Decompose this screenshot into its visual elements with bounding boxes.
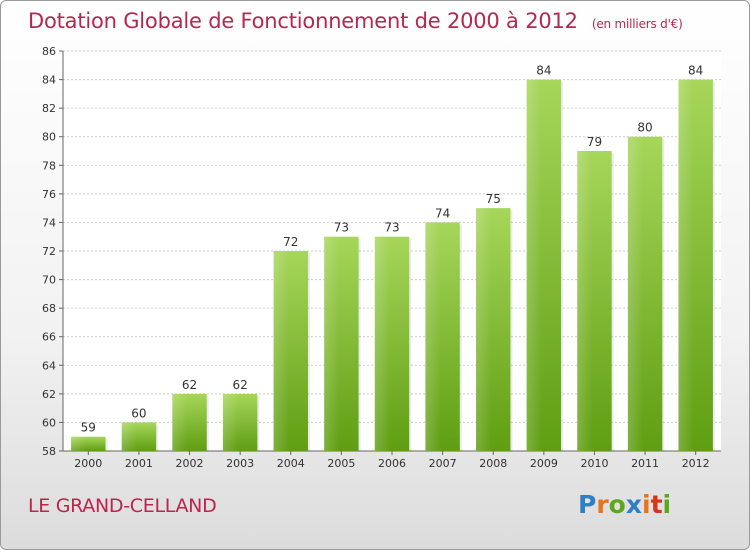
data-label: 84: [536, 64, 551, 78]
bar-highlight: [121, 422, 138, 451]
bar-highlight: [627, 136, 644, 451]
data-label: 80: [637, 121, 652, 135]
x-tick-label: 2005: [327, 457, 355, 470]
logo-letter: t: [650, 490, 663, 519]
proxiti-logo[interactable]: Proxiti: [578, 490, 671, 519]
bar-highlight: [273, 251, 290, 451]
y-tick-label: 86: [42, 45, 56, 58]
x-tick-label: 2004: [277, 457, 305, 470]
x-tick-label: 2012: [682, 457, 710, 470]
bar-highlight: [324, 236, 340, 451]
bar-highlight: [678, 79, 694, 452]
y-tick-label: 74: [42, 216, 56, 229]
x-tick-label: 2006: [378, 457, 406, 470]
x-tick-label: 2007: [429, 457, 457, 470]
data-label: 72: [283, 235, 298, 249]
y-tick-label: 82: [42, 102, 56, 115]
x-tick-label: 2011: [631, 457, 659, 470]
y-tick-label: 60: [42, 416, 56, 429]
bar-highlight: [374, 236, 391, 451]
x-tick-label: 2003: [226, 457, 254, 470]
logo-letter: x: [625, 490, 642, 519]
y-tick-label: 68: [42, 302, 56, 315]
x-tick-label: 2000: [74, 457, 102, 470]
bar-highlight: [526, 79, 543, 452]
chart-title: Dotation Globale de Fonctionnement de 20…: [28, 9, 683, 33]
y-tick-label: 70: [42, 274, 56, 287]
bar-highlight: [476, 208, 492, 451]
data-label: 84: [688, 64, 703, 78]
bar-highlight: [71, 436, 87, 451]
logo-letter: P: [578, 490, 597, 519]
y-tick-label: 78: [42, 159, 56, 172]
x-tick-label: 2009: [530, 457, 558, 470]
y-tick-label: 72: [42, 245, 56, 258]
data-label: 62: [233, 378, 248, 392]
chart-subtitle: (en milliers d'€): [591, 17, 683, 31]
logo-letter: i: [642, 490, 651, 519]
y-tick-label: 62: [42, 388, 56, 401]
data-label: 79: [587, 135, 602, 149]
y-tick-label: 64: [42, 359, 56, 372]
chart-title-text: Dotation Globale de Fonctionnement de 20…: [28, 9, 578, 33]
bar-highlight: [425, 222, 441, 451]
data-label: 60: [131, 406, 146, 420]
commune-name: LE GRAND-CELLAND: [28, 495, 217, 517]
data-label: 62: [182, 378, 197, 392]
x-tick-label: 2010: [580, 457, 608, 470]
data-label: 75: [486, 192, 501, 206]
logo-letter: r: [596, 490, 609, 519]
logo-letter: o: [608, 490, 626, 519]
y-tick-label: 66: [42, 331, 56, 344]
data-label: 73: [334, 221, 349, 235]
y-tick-label: 76: [42, 188, 56, 201]
y-tick-label: 80: [42, 131, 56, 144]
bar-highlight: [172, 393, 188, 451]
y-tick-label: 84: [42, 74, 56, 87]
logo-letter: i: [662, 490, 672, 519]
data-label: 59: [81, 421, 96, 435]
x-tick-label: 2008: [479, 457, 507, 470]
data-label: 74: [435, 206, 450, 220]
bar-highlight: [577, 151, 593, 451]
y-tick-label: 58: [42, 445, 56, 458]
x-tick-label: 2001: [125, 457, 153, 470]
bar-highlight: [222, 393, 239, 451]
data-label: 73: [384, 221, 399, 235]
x-tick-label: 2002: [176, 457, 204, 470]
